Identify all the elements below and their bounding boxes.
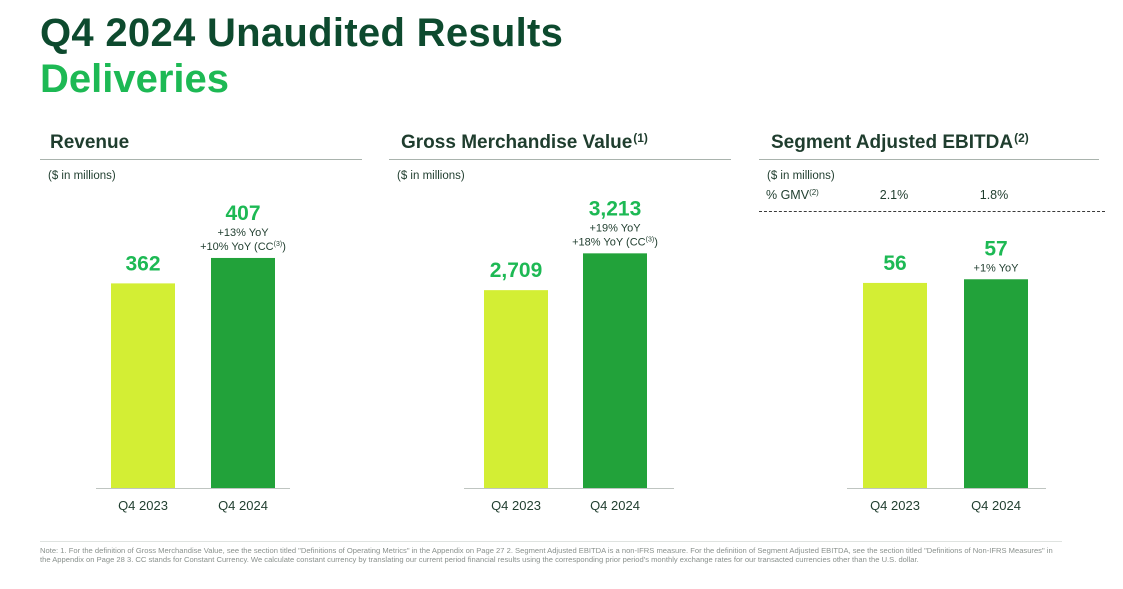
unit-note: ($ in millions) [767,170,835,182]
gmv-percentage-row: % GMV(2) 2.1% 1.8% [759,188,1099,204]
x-tick-label: Q4 2023 [491,498,541,513]
x-tick-label: Q4 2024 [971,498,1021,513]
revenue-bar-chart: Q4 2023 362 Q4 2024 +13% YoY +10% YoY (CC(3)… [96,202,290,513]
data-label: 407 [225,202,260,225]
panel-title: Revenue [50,132,130,153]
x-tick-label: Q4 2024 [218,498,268,513]
bar-q4-2023 [484,290,548,488]
unit-note: ($ in millions) [397,170,465,182]
x-tick-label: Q4 2023 [870,498,920,513]
growth-label: +18% YoY (CC(3)) [572,236,658,248]
unit-note: ($ in millions) [48,170,116,182]
dashed-divider [759,211,1105,212]
page-title: Q4 2024 Unaudited Results [40,11,564,55]
growth-label: +13% YoY [217,227,269,239]
gmv-percentage-q4-2024: 1.8% [979,188,1009,202]
data-label: 56 [883,252,906,275]
data-label: 3,213 [589,197,642,220]
growth-label: +10% YoY (CC(3)) [200,241,286,253]
x-tick-label: Q4 2024 [590,498,640,513]
gmv-percentage-q4-2023: 2.1% [879,188,909,202]
panel-header: Revenue [40,126,362,160]
bar-q4-2024 [583,253,647,488]
page-subtitle: Deliveries [40,57,230,101]
panel-title: Segment Adjusted EBITDA(2) [771,131,1029,153]
panel-title: Gross Merchandise Value(1) [401,131,648,153]
data-label: 2,709 [490,259,543,282]
ebitda-panel: Segment Adjusted EBITDA(2) ($ in million… [759,126,1105,526]
bar-q4-2023 [111,283,175,488]
bar-q4-2023 [863,282,927,488]
gmv-bar-chart: Q4 2023 2,709 Q4 2024 +19% YoY +18% YoY (CC(… [464,197,674,513]
footnote-divider [40,541,1062,542]
x-tick-label: Q4 2023 [118,498,168,513]
data-label: 57 [984,237,1007,260]
revenue-panel: Revenue ($ in millions) Q4 2023 362 Q4 202… [40,126,362,526]
bar-q4-2024 [211,257,275,488]
gmv-percentage-label: % GMV(2) [766,188,819,202]
ebitda-bar-chart: Q4 2023 56 Q4 2024 +1% YoY 57 [847,237,1046,513]
growth-label: +1% YoY [974,262,1020,274]
panel-header: Gross Merchandise Value(1) [389,126,731,160]
panel-header: Segment Adjusted EBITDA(2) [759,126,1099,160]
growth-label: +19% YoY [589,222,641,234]
gmv-panel: Gross Merchandise Value(1) ($ in million… [389,126,731,526]
footnote: Note: 1. For the definition of Gross Mer… [40,546,1053,565]
bar-q4-2024 [964,279,1028,488]
data-label: 362 [125,252,160,275]
